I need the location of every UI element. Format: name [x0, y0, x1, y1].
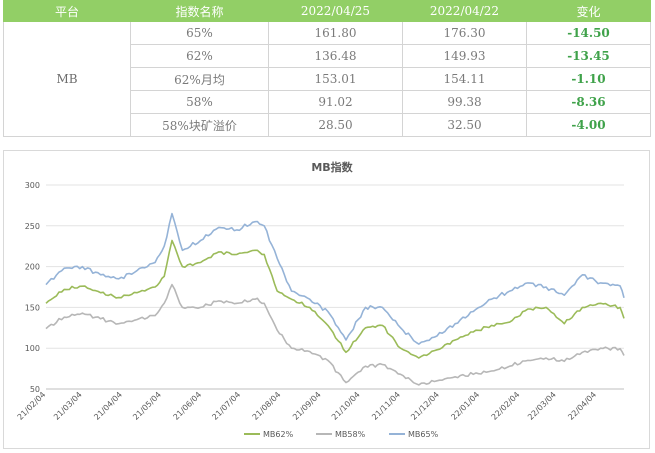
y-tick-label: 300: [25, 181, 40, 190]
change-value: -1.10: [526, 67, 651, 91]
value-current: 153.01: [268, 67, 403, 91]
value-current: 91.02: [268, 90, 403, 114]
value-current: 161.80: [268, 21, 403, 45]
y-tick-label: 150: [25, 303, 40, 312]
x-tick-label: 21/04/04: [92, 390, 124, 422]
table-row: 58% 91.02 99.38 -8.36: [4, 90, 651, 114]
index-name: 65%: [130, 21, 269, 45]
header-platform: 平台: [3, 0, 131, 22]
x-tick-label: 22/01/04: [449, 390, 481, 422]
table-row: 62%月均 153.01 154.11 -1.10: [4, 67, 651, 91]
y-tick-label: 200: [25, 263, 40, 272]
series-line-mb58pct: [45, 283, 625, 386]
x-tick-label: 21/07/04: [210, 390, 242, 422]
x-tick-label: 21/12/04: [409, 390, 441, 422]
value-previous: 154.11: [402, 67, 527, 91]
series-line-mb65pct: [45, 212, 625, 345]
platform-cell: MB: [3, 21, 131, 137]
price-table: 平台 指数名称 2022/04/25 2022/04/22 变化 MB 65% …: [3, 0, 651, 137]
x-tick-label: 22/03/04: [526, 390, 558, 422]
x-tick-label: 22/04/04: [566, 390, 598, 422]
table-row: 58%块矿溢价 28.50 32.50 -4.00: [4, 113, 651, 137]
legend-label: MB62%: [263, 430, 294, 439]
value-current: 28.50: [268, 113, 403, 137]
header-date-previous: 2022/04/22: [402, 0, 527, 22]
x-tick-label: 21/09/04: [291, 390, 323, 422]
value-previous: 176.30: [402, 21, 527, 45]
mb-index-chart: MB指数 50 100 150 200 250 300 21/02/04 21/03/04 21…: [3, 150, 650, 449]
x-tick-label: 21/06/04: [172, 390, 204, 422]
change-value: -8.36: [526, 90, 651, 114]
x-tick-label: 21/11/04: [370, 390, 402, 422]
table-row: 62% 136.48 149.93 -13.45: [4, 44, 651, 68]
change-value: -4.00: [526, 113, 651, 137]
chart-title: MB指数: [311, 160, 353, 174]
change-value: -13.45: [526, 44, 651, 68]
y-tick-label: 50: [30, 385, 40, 394]
change-value: -14.50: [526, 21, 651, 45]
header-date-current: 2022/04/25: [268, 0, 403, 22]
x-tick-label: 21/05/04: [131, 390, 163, 422]
index-name: 58%: [130, 90, 269, 114]
x-tick-label: 21/10/04: [330, 390, 362, 422]
y-tick-label: 100: [25, 344, 40, 353]
header-change: 变化: [526, 0, 651, 22]
y-tick-label: 250: [25, 222, 40, 231]
x-tick-label: 22/02/04: [490, 390, 522, 422]
value-previous: 99.38: [402, 90, 527, 114]
index-name: 58%块矿溢价: [130, 113, 269, 137]
value-previous: 32.50: [402, 113, 527, 137]
index-name: 62%: [130, 44, 269, 68]
x-tick-label: 21/03/04: [52, 390, 84, 422]
x-tick-label: 21/08/04: [251, 390, 283, 422]
header-index-name: 指数名称: [130, 0, 269, 22]
legend-label: MB65%: [408, 430, 439, 439]
x-tick-label: 21/02/04: [16, 390, 48, 422]
series-line-mb62pct: [45, 239, 625, 359]
table-row: MB 65% 161.80 176.30 -14.50: [3, 21, 651, 137]
legend-label: MB58%: [335, 430, 366, 439]
value-previous: 149.93: [402, 44, 527, 68]
value-current: 136.48: [268, 44, 403, 68]
index-name: 62%月均: [130, 67, 269, 91]
